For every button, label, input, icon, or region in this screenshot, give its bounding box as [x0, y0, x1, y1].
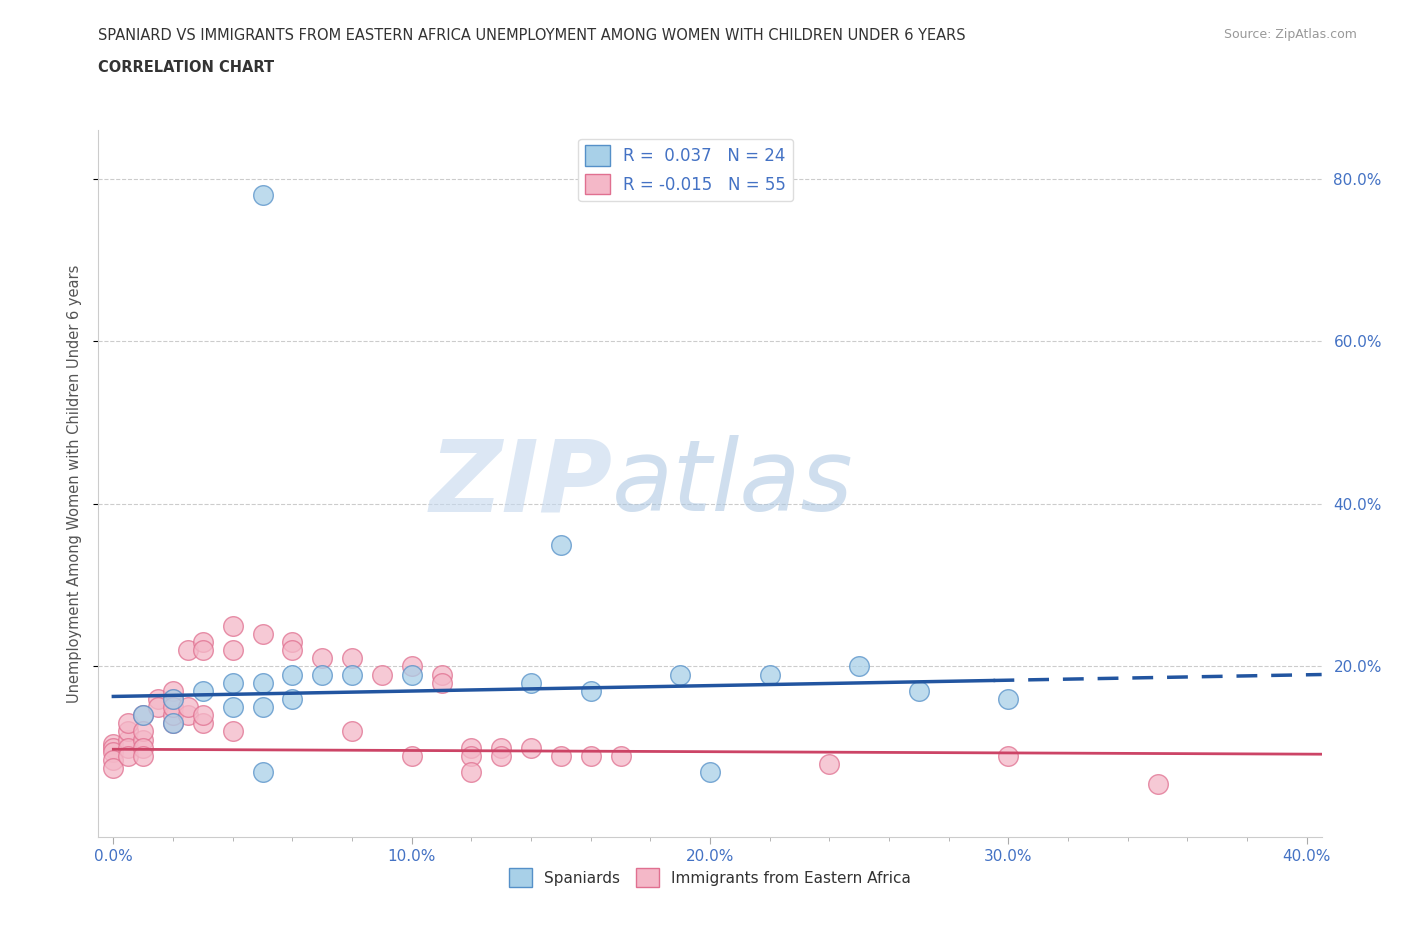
- Point: [252, 188, 274, 203]
- Point: [281, 643, 304, 658]
- Point: [221, 643, 243, 658]
- Point: [1146, 777, 1168, 791]
- Point: [117, 749, 139, 764]
- Point: [579, 749, 602, 764]
- Point: [117, 732, 139, 747]
- Point: [401, 659, 423, 674]
- Point: [281, 634, 304, 649]
- Y-axis label: Unemployment Among Women with Children Under 6 years: Unemployment Among Women with Children U…: [67, 264, 83, 703]
- Point: [252, 699, 274, 714]
- Point: [191, 684, 214, 698]
- Point: [997, 691, 1019, 706]
- Point: [311, 651, 333, 666]
- Point: [191, 643, 214, 658]
- Point: [489, 749, 512, 764]
- Point: [162, 716, 184, 731]
- Point: [252, 675, 274, 690]
- Point: [430, 675, 453, 690]
- Point: [281, 691, 304, 706]
- Point: [132, 732, 155, 747]
- Point: [699, 764, 721, 779]
- Point: [430, 667, 453, 682]
- Point: [103, 752, 125, 767]
- Point: [401, 667, 423, 682]
- Point: [758, 667, 780, 682]
- Point: [252, 627, 274, 642]
- Point: [579, 684, 602, 698]
- Text: SPANIARD VS IMMIGRANTS FROM EASTERN AFRICA UNEMPLOYMENT AMONG WOMEN WITH CHILDRE: SPANIARD VS IMMIGRANTS FROM EASTERN AFRI…: [98, 28, 966, 43]
- Point: [669, 667, 692, 682]
- Point: [848, 659, 870, 674]
- Point: [162, 691, 184, 706]
- Point: [146, 691, 169, 706]
- Point: [103, 761, 125, 776]
- Point: [311, 667, 333, 682]
- Point: [103, 737, 125, 751]
- Point: [401, 749, 423, 764]
- Point: [132, 708, 155, 723]
- Point: [146, 699, 169, 714]
- Point: [520, 740, 543, 755]
- Point: [117, 724, 139, 738]
- Point: [340, 667, 363, 682]
- Point: [132, 724, 155, 738]
- Point: [177, 643, 200, 658]
- Point: [460, 764, 482, 779]
- Point: [191, 708, 214, 723]
- Point: [550, 538, 572, 552]
- Point: [177, 708, 200, 723]
- Point: [221, 675, 243, 690]
- Point: [191, 716, 214, 731]
- Point: [117, 716, 139, 731]
- Point: [340, 724, 363, 738]
- Point: [252, 764, 274, 779]
- Point: [460, 740, 482, 755]
- Point: [818, 756, 841, 771]
- Point: [117, 740, 139, 755]
- Point: [162, 684, 184, 698]
- Point: [371, 667, 394, 682]
- Point: [221, 618, 243, 633]
- Point: [489, 740, 512, 755]
- Point: [103, 740, 125, 755]
- Text: Source: ZipAtlas.com: Source: ZipAtlas.com: [1223, 28, 1357, 41]
- Point: [103, 744, 125, 759]
- Point: [191, 634, 214, 649]
- Point: [162, 716, 184, 731]
- Text: ZIP: ZIP: [429, 435, 612, 532]
- Legend: Spaniards, Immigrants from Eastern Africa: Spaniards, Immigrants from Eastern Afric…: [503, 862, 917, 893]
- Point: [162, 708, 184, 723]
- Point: [460, 749, 482, 764]
- Point: [550, 749, 572, 764]
- Point: [281, 667, 304, 682]
- Point: [221, 699, 243, 714]
- Point: [132, 749, 155, 764]
- Point: [221, 724, 243, 738]
- Point: [162, 699, 184, 714]
- Point: [177, 699, 200, 714]
- Point: [908, 684, 931, 698]
- Point: [520, 675, 543, 690]
- Point: [132, 740, 155, 755]
- Point: [132, 708, 155, 723]
- Text: atlas: atlas: [612, 435, 853, 532]
- Point: [997, 749, 1019, 764]
- Point: [340, 651, 363, 666]
- Point: [162, 691, 184, 706]
- Text: CORRELATION CHART: CORRELATION CHART: [98, 60, 274, 75]
- Point: [609, 749, 631, 764]
